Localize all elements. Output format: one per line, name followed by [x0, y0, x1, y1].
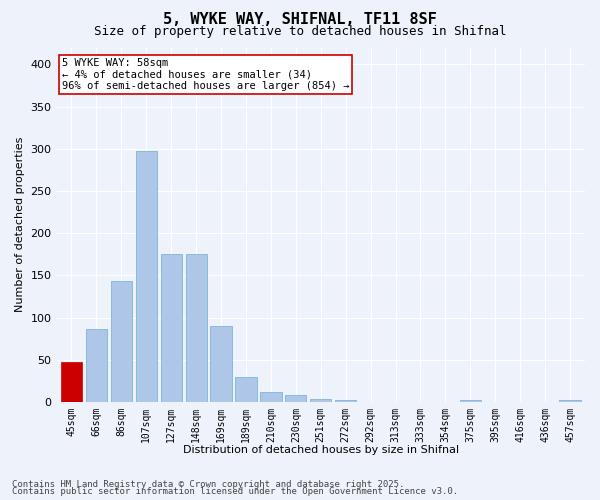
Bar — [185, 254, 207, 402]
Text: Contains HM Land Registry data © Crown copyright and database right 2025.: Contains HM Land Registry data © Crown c… — [12, 480, 404, 489]
Bar — [136, 150, 157, 402]
Text: Size of property relative to detached houses in Shifnal: Size of property relative to detached ho… — [94, 25, 506, 38]
Bar — [460, 400, 481, 402]
Bar — [211, 326, 232, 402]
Bar — [111, 282, 132, 402]
Bar — [235, 377, 257, 402]
Bar — [61, 362, 82, 402]
Bar — [285, 396, 307, 402]
Text: 5, WYKE WAY, SHIFNAL, TF11 8SF: 5, WYKE WAY, SHIFNAL, TF11 8SF — [163, 12, 437, 28]
Bar — [260, 392, 281, 402]
Bar — [559, 400, 581, 402]
X-axis label: Distribution of detached houses by size in Shifnal: Distribution of detached houses by size … — [183, 445, 459, 455]
Bar — [86, 328, 107, 402]
Text: 5 WYKE WAY: 58sqm
← 4% of detached houses are smaller (34)
96% of semi-detached : 5 WYKE WAY: 58sqm ← 4% of detached house… — [62, 58, 349, 92]
Bar — [310, 398, 331, 402]
Y-axis label: Number of detached properties: Number of detached properties — [15, 137, 25, 312]
Text: Contains public sector information licensed under the Open Government Licence v3: Contains public sector information licen… — [12, 487, 458, 496]
Bar — [335, 400, 356, 402]
Bar — [161, 254, 182, 402]
